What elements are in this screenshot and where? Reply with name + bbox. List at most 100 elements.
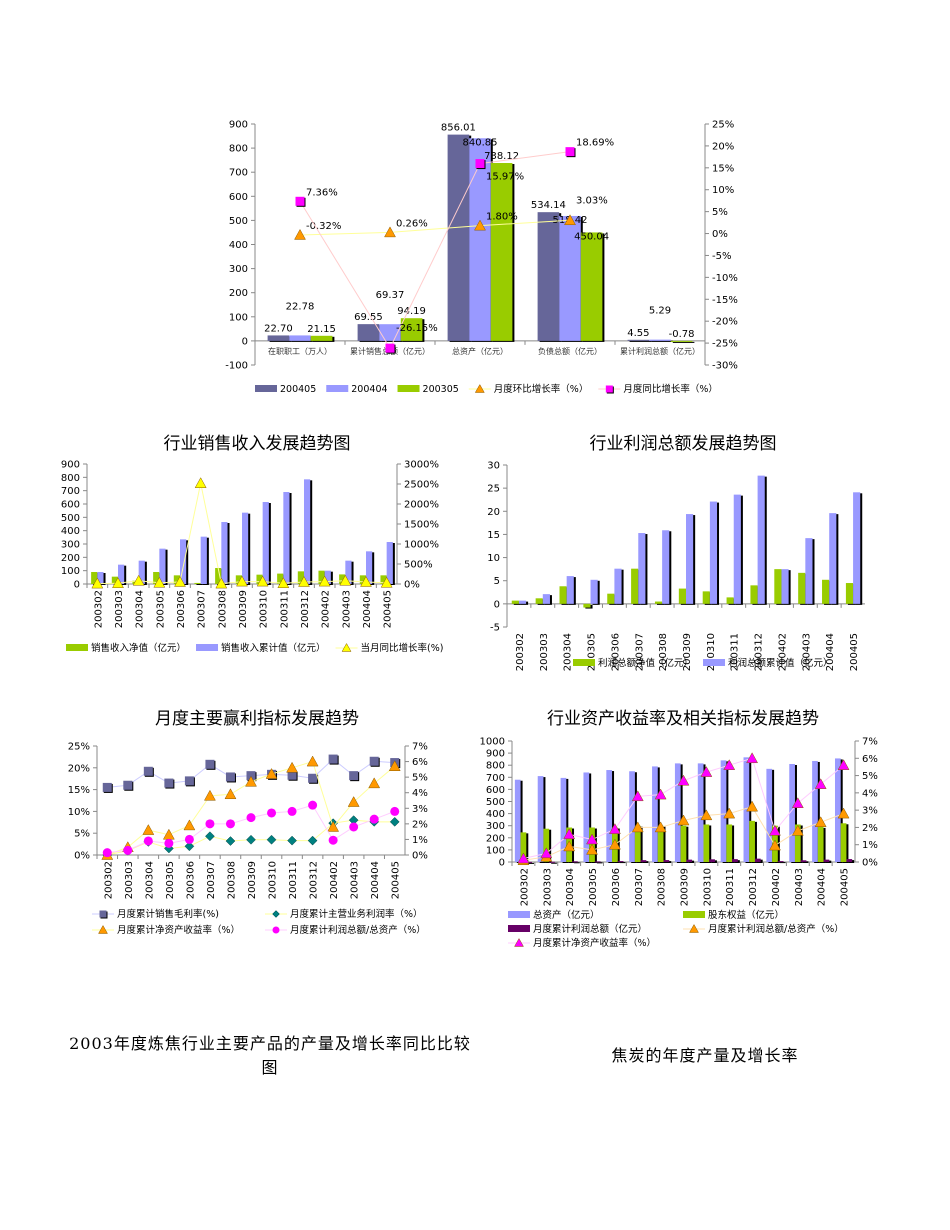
left-tick-label: 900 — [61, 460, 80, 471]
bar — [845, 583, 854, 604]
left-tick-label: 1000 — [480, 737, 505, 748]
bar-data-label: 856.01 — [441, 123, 476, 134]
bar — [652, 766, 658, 862]
bar — [702, 591, 710, 604]
bar — [159, 548, 166, 584]
bar — [542, 594, 550, 604]
bar — [853, 492, 861, 604]
circle-marker — [369, 814, 379, 824]
bar-shadow — [629, 340, 652, 342]
category-label: 200308 — [226, 861, 237, 899]
bar — [380, 575, 387, 584]
circle-marker — [205, 819, 215, 829]
bar — [823, 859, 830, 862]
right-tick-label: 4% — [412, 788, 428, 799]
legend-swatch — [66, 644, 88, 651]
chart-title: 行业销售收入发展趋势图 — [164, 434, 351, 454]
bar — [559, 215, 581, 341]
bar — [789, 763, 795, 862]
square-marker — [369, 756, 379, 766]
line-data-label: -26.15% — [396, 323, 438, 334]
square-marker — [164, 778, 174, 788]
bar — [627, 339, 650, 341]
triangle-marker — [746, 752, 759, 764]
triangle-marker — [368, 777, 381, 789]
category-label: 200304 — [135, 590, 146, 628]
square-marker — [295, 196, 305, 206]
left-tick-label: 25% — [68, 742, 90, 753]
triangle-marker — [700, 766, 713, 777]
category-label: 200308 — [658, 633, 669, 671]
legend-label: 200305 — [423, 384, 459, 395]
right-tick-label: 5% — [412, 773, 428, 784]
triangle-marker — [586, 833, 598, 845]
bar — [111, 576, 118, 584]
legend-item: 销售收入净值（亿元） — [66, 642, 186, 654]
legend-swatch — [683, 911, 705, 918]
legend-label: 销售收入累计值（亿元） — [221, 642, 326, 654]
triangle-marker — [746, 800, 759, 812]
legend-item: 总资产（亿元） — [508, 909, 600, 921]
line-data-label: 15.97% — [486, 172, 524, 183]
bar — [674, 763, 681, 862]
bar — [173, 575, 180, 584]
category-label: 200403 — [794, 868, 805, 906]
legend-swatch — [397, 385, 420, 392]
triangle-marker — [360, 575, 372, 587]
bar — [805, 538, 813, 604]
triangle-marker — [339, 574, 352, 586]
bar-shadow — [596, 862, 603, 864]
triangle-marker — [631, 790, 644, 802]
right-tick-label: -10% — [712, 273, 738, 284]
left-tick-label: 200 — [486, 833, 505, 844]
right-tick-label: 2000% — [404, 500, 439, 511]
square-marker — [102, 782, 112, 792]
left-tick-label: 300 — [229, 264, 248, 275]
bar-data-label: 450.04 — [574, 231, 609, 242]
bar — [840, 823, 847, 862]
line-data-label: 7.36% — [306, 187, 338, 198]
category-label: 200402 — [329, 861, 340, 899]
triangle-marker — [791, 797, 804, 808]
bar — [339, 574, 346, 584]
bar — [822, 579, 830, 604]
legend-item: 月度累计主营业务利润率（%） — [265, 908, 423, 920]
bar — [318, 570, 325, 584]
triangle-marker — [837, 807, 850, 819]
right-tick-label: -30% — [712, 361, 738, 372]
bar — [520, 832, 527, 862]
left-tick-label: 400 — [229, 240, 248, 251]
bar-data-label: 738.12 — [484, 151, 519, 162]
category-label: 200302 — [103, 861, 114, 899]
square-marker — [205, 759, 215, 769]
right-tick-label: 4% — [862, 788, 878, 799]
bar-data-label: 69.55 — [354, 312, 383, 323]
right-tick-label: 5% — [862, 771, 878, 782]
triangle-marker — [814, 816, 827, 827]
line-data-label: 1.80% — [486, 212, 518, 223]
bar — [490, 163, 513, 341]
bar — [366, 551, 373, 584]
bar — [535, 598, 543, 604]
bar — [726, 824, 733, 862]
left-tick-label: 600 — [486, 785, 505, 796]
line-data-label: 3.03% — [576, 195, 608, 206]
bar — [297, 571, 304, 584]
left-tick-label: 500 — [229, 216, 248, 227]
diamond-marker — [225, 836, 236, 846]
circle-marker — [267, 808, 277, 818]
left-tick-label: 300 — [61, 540, 80, 551]
right-tick-label: 6% — [862, 754, 878, 765]
bar — [559, 586, 567, 604]
category-label: 200309 — [238, 590, 249, 628]
left-tick-label: -5 — [490, 623, 500, 634]
bar — [566, 576, 574, 604]
legend-circle-icon — [272, 926, 280, 934]
category-label: 200403 — [801, 633, 812, 671]
bar — [631, 568, 639, 604]
bar — [800, 860, 807, 862]
bar — [537, 212, 560, 341]
bar — [256, 574, 263, 584]
right-tick-label: 15% — [712, 163, 734, 174]
